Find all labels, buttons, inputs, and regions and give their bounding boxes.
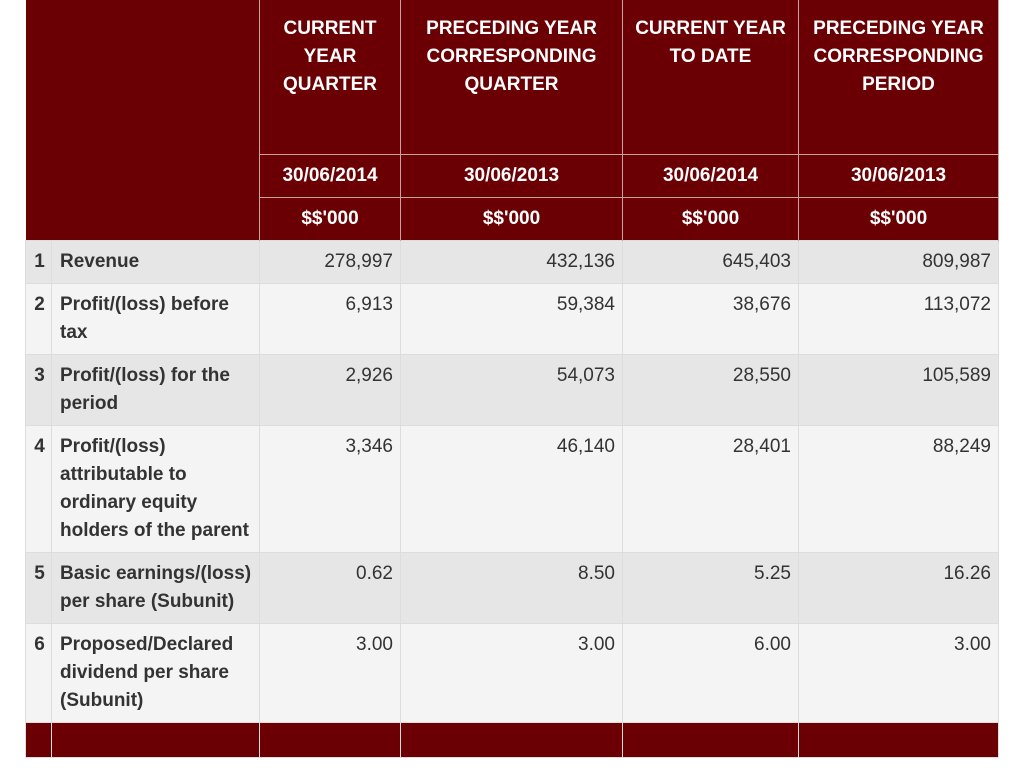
cell-value: 38,676 bbox=[622, 283, 799, 355]
header-corner bbox=[25, 0, 260, 241]
row-label: Profit/(loss) attributable to ordinary e… bbox=[51, 425, 260, 553]
row-label: Revenue bbox=[51, 240, 260, 284]
footer-cell bbox=[259, 722, 401, 758]
footer-cell bbox=[622, 722, 799, 758]
table-row: 5 Basic earnings/(loss) per share (Subun… bbox=[25, 552, 999, 624]
cell-value: 16.26 bbox=[798, 552, 999, 624]
column-date: 30/06/2014 bbox=[622, 154, 799, 198]
cell-value: 432,136 bbox=[400, 240, 623, 284]
column-title-preceding-year-corresponding-quarter: PRECEDING YEAR CORRESPONDING QUARTER bbox=[400, 0, 623, 155]
cell-value: 59,384 bbox=[400, 283, 623, 355]
financial-results-table: CURRENT YEAR QUARTER PRECEDING YEAR CORR… bbox=[25, 0, 999, 758]
cell-value: 278,997 bbox=[259, 240, 401, 284]
table-row: 2 Profit/(loss) before tax 6,913 59,384 … bbox=[25, 283, 999, 355]
cell-value: 5.25 bbox=[622, 552, 799, 624]
footer-cell bbox=[798, 722, 999, 758]
cell-value: 645,403 bbox=[622, 240, 799, 284]
header-titles-row: CURRENT YEAR QUARTER PRECEDING YEAR CORR… bbox=[25, 0, 999, 241]
row-label: Proposed/Declared dividend per share (Su… bbox=[51, 623, 260, 723]
cell-value: 3.00 bbox=[400, 623, 623, 723]
column-title-preceding-year-corresponding-period: PRECEDING YEAR CORRESPONDING PERIOD bbox=[798, 0, 999, 155]
column-date: 30/06/2013 bbox=[798, 154, 999, 198]
row-number: 3 bbox=[25, 354, 52, 426]
footer-cell bbox=[25, 722, 52, 758]
table-row: 3 Profit/(loss) for the period 2,926 54,… bbox=[25, 354, 999, 426]
row-label: Profit/(loss) before tax bbox=[51, 283, 260, 355]
cell-value: 809,987 bbox=[798, 240, 999, 284]
row-number: 2 bbox=[25, 283, 52, 355]
cell-value: 28,401 bbox=[622, 425, 799, 553]
table-row: 1 Revenue 278,997 432,136 645,403 809,98… bbox=[25, 240, 999, 284]
table-footer-band bbox=[25, 722, 999, 758]
column-title-current-year-quarter: CURRENT YEAR QUARTER bbox=[259, 0, 401, 155]
footer-cell bbox=[51, 722, 260, 758]
table-row: 4 Profit/(loss) attributable to ordinary… bbox=[25, 425, 999, 553]
cell-value: 46,140 bbox=[400, 425, 623, 553]
table-body: 1 Revenue 278,997 432,136 645,403 809,98… bbox=[25, 240, 999, 758]
cell-value: 6.00 bbox=[622, 623, 799, 723]
cell-value: 54,073 bbox=[400, 354, 623, 426]
cell-value: 2,926 bbox=[259, 354, 401, 426]
row-number: 4 bbox=[25, 425, 52, 553]
row-label: Profit/(loss) for the period bbox=[51, 354, 260, 426]
column-date: 30/06/2013 bbox=[400, 154, 623, 198]
header-dates-row: 30/06/2014 30/06/2013 30/06/2014 30/06/2… bbox=[26, 154, 999, 198]
footer-cell bbox=[400, 722, 623, 758]
cell-value: 8.50 bbox=[400, 552, 623, 624]
cell-value: 3,346 bbox=[259, 425, 401, 553]
row-number: 6 bbox=[25, 623, 52, 723]
cell-value: 28,550 bbox=[622, 354, 799, 426]
header-units-row: $$'000 $$'000 $$'000 $$'000 bbox=[26, 197, 999, 241]
table-row: 6 Proposed/Declared dividend per share (… bbox=[25, 623, 999, 723]
cell-value: 3.00 bbox=[259, 623, 401, 723]
row-number: 5 bbox=[25, 552, 52, 624]
cell-value: 3.00 bbox=[798, 623, 999, 723]
cell-value: 105,589 bbox=[798, 354, 999, 426]
cell-value: 0.62 bbox=[259, 552, 401, 624]
cell-value: 88,249 bbox=[798, 425, 999, 553]
column-title-current-year-to-date: CURRENT YEAR TO DATE bbox=[622, 0, 799, 155]
column-unit: $$'000 bbox=[259, 197, 401, 241]
cell-value: 113,072 bbox=[798, 283, 999, 355]
column-date: 30/06/2014 bbox=[259, 154, 401, 198]
column-unit: $$'000 bbox=[622, 197, 799, 241]
row-number: 1 bbox=[25, 240, 52, 284]
column-unit: $$'000 bbox=[400, 197, 623, 241]
column-unit: $$'000 bbox=[798, 197, 999, 241]
cell-value: 6,913 bbox=[259, 283, 401, 355]
row-label: Basic earnings/(loss) per share (Subunit… bbox=[51, 552, 260, 624]
